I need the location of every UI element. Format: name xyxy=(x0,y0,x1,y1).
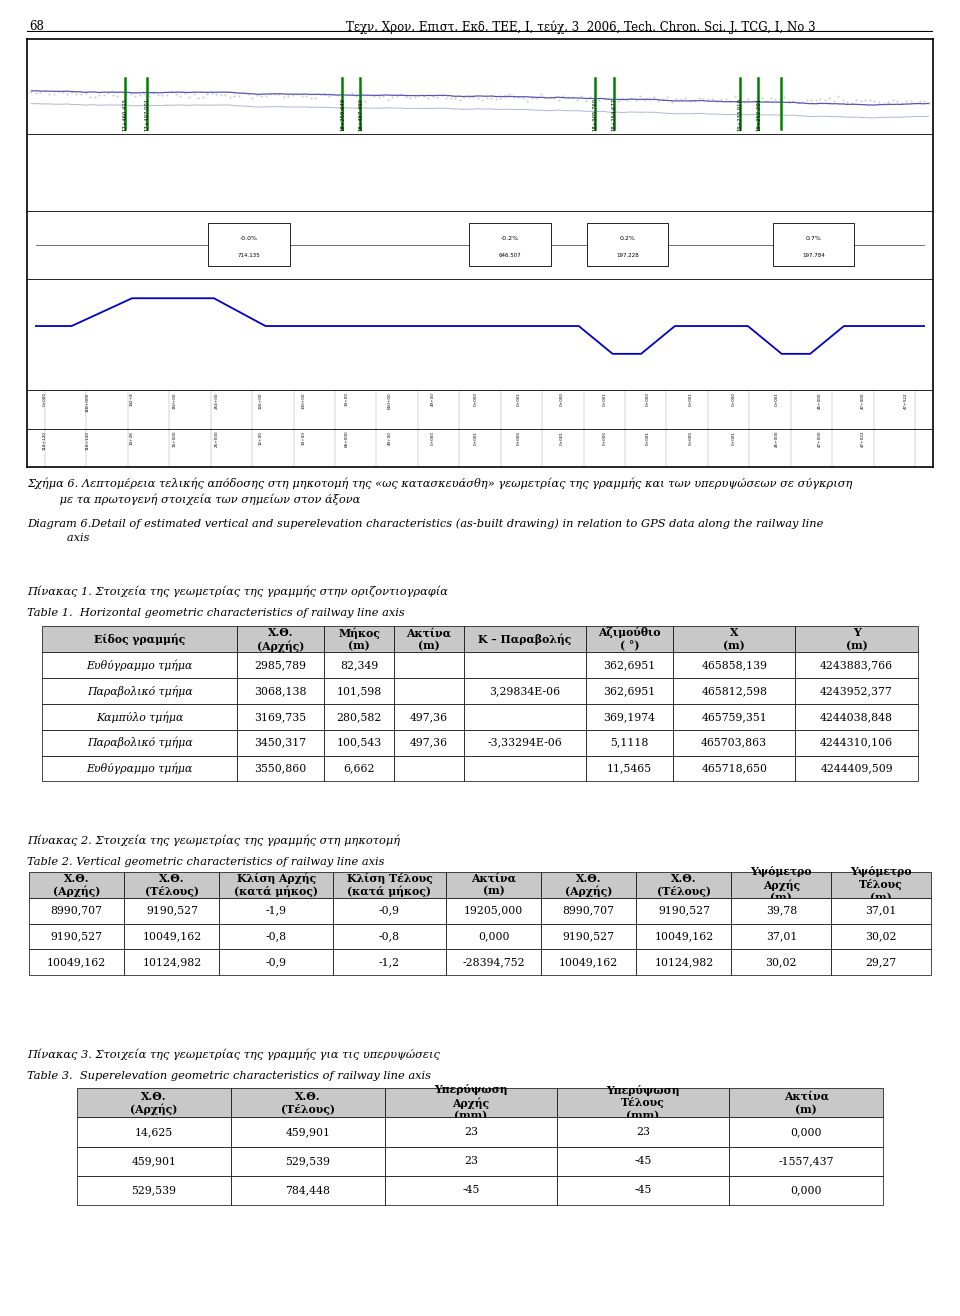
Text: 0+001: 0+001 xyxy=(560,430,564,445)
Text: 0+001: 0+001 xyxy=(603,392,607,407)
Text: 0+001: 0+001 xyxy=(516,392,520,407)
Text: 0+001: 0+001 xyxy=(646,430,650,445)
Text: Diagram 6.Detail of estimated vertical and superelevation characteristics (as-bu: Diagram 6.Detail of estimated vertical a… xyxy=(27,519,824,544)
Text: 15+000: 15+000 xyxy=(172,430,176,447)
Text: Πίνακας 3. Στοιχεία της γεωμετρίας της γραμμής για τις υπερυψώσεις: Πίνακας 3. Στοιχεία της γεωμετρίας της γ… xyxy=(27,1049,440,1061)
Text: 714.135: 714.135 xyxy=(237,253,260,258)
Text: 0+000: 0+000 xyxy=(560,392,564,407)
Text: 0+000: 0+000 xyxy=(732,392,735,407)
Text: 47+000: 47+000 xyxy=(818,430,822,447)
Text: 0+000: 0+000 xyxy=(516,430,520,445)
Text: 19+233,910: 19+233,910 xyxy=(737,99,743,132)
Text: 17+460,415: 17+460,415 xyxy=(122,99,128,132)
Text: 19+252,201: 19+252,201 xyxy=(756,99,760,132)
Bar xyxy=(208,224,290,266)
Text: 65+000: 65+000 xyxy=(345,430,348,447)
Text: 0+001: 0+001 xyxy=(688,392,693,407)
Text: Table 2. Vertical geometric characteristics of railway line axis: Table 2. Vertical geometric characterist… xyxy=(27,857,384,867)
Text: 142+8: 142+8 xyxy=(129,392,133,407)
Text: 11B+000: 11B+000 xyxy=(86,392,90,412)
Text: Πίνακας 1. Στοιχεία της γεωμετρίας της γραμμής στην οριζοντιογραφία: Πίνακας 1. Στοιχεία της γεωμετρίας της γ… xyxy=(27,586,447,597)
Text: 197.784: 197.784 xyxy=(803,253,825,258)
Text: 0+000: 0+000 xyxy=(688,430,693,445)
Text: 12+00: 12+00 xyxy=(258,430,262,445)
Text: 47+022: 47+022 xyxy=(861,430,865,447)
Text: Πίνακας 2. Στοιχεία της γεωμετρίας της γραμμής στη μηκοτομή: Πίνακας 2. Στοιχεία της γεωμετρίας της γ… xyxy=(27,834,400,846)
Text: 18+905,760: 18+905,760 xyxy=(592,99,597,132)
Text: Table 1.  Horizontal geometric characteristics of railway line axis: Table 1. Horizontal geometric characteri… xyxy=(27,608,404,619)
Text: 0+000: 0+000 xyxy=(603,430,607,445)
Text: 47+000: 47+000 xyxy=(861,392,865,409)
Text: 646.507: 646.507 xyxy=(498,253,521,258)
Text: 0+000: 0+000 xyxy=(473,392,477,407)
Text: -0.2%: -0.2% xyxy=(501,236,519,241)
Text: Σχήμα 6. Λεπτομέρεια τελικής απόδοσης στη μηκοτομή της «ως κατασκευάσθη» γεωμετρ: Σχήμα 6. Λεπτομέρεια τελικής απόδοσης στ… xyxy=(27,478,852,505)
Text: 33+00: 33+00 xyxy=(301,430,305,445)
Text: Τεχν. Χρον. Επιστ. Εκδ. ΤΕΕ, Ι, τεύχ. 3  2006, Tech. Chron. Sci. J. TCG, I, No 3: Τεχν. Χρον. Επιστ. Εκδ. ΤΕΕ, Ι, τεύχ. 3 … xyxy=(346,20,815,34)
Text: 14+28: 14+28 xyxy=(129,430,133,445)
Text: 254+00: 254+00 xyxy=(215,392,219,409)
Text: 25+500: 25+500 xyxy=(215,430,219,447)
Bar xyxy=(469,224,551,266)
Text: 0+000: 0+000 xyxy=(43,392,47,407)
Text: 126+00: 126+00 xyxy=(258,392,262,409)
Text: 0+000: 0+000 xyxy=(646,392,650,407)
Text: 130+00: 130+00 xyxy=(301,392,305,409)
Text: 45+000: 45+000 xyxy=(818,392,822,409)
Text: 0+001: 0+001 xyxy=(775,392,779,407)
Text: -0.0%: -0.0% xyxy=(240,236,258,241)
Text: 18+264,677: 18+264,677 xyxy=(612,99,616,132)
Text: 650+00: 650+00 xyxy=(388,392,392,409)
Text: 45+000: 45+000 xyxy=(775,430,779,447)
Text: 0.2%: 0.2% xyxy=(620,236,636,241)
Text: 47+022: 47+022 xyxy=(904,392,908,409)
Text: Table 3.  Superelevation geometric characteristics of railway line axis: Table 3. Superelevation geometric charac… xyxy=(27,1071,431,1082)
Text: 118+120: 118+120 xyxy=(86,430,90,450)
Text: 18+259,649: 18+259,649 xyxy=(340,99,345,132)
Text: 0+001: 0+001 xyxy=(473,430,477,445)
Text: 17+497,001: 17+497,001 xyxy=(144,99,149,132)
Text: 0.7%: 0.7% xyxy=(805,236,822,241)
Bar xyxy=(773,224,854,266)
Text: 0+001: 0+001 xyxy=(732,430,735,445)
Text: 118+120: 118+120 xyxy=(43,430,47,450)
Text: 18+467,492: 18+467,492 xyxy=(358,99,363,132)
Text: 49+00: 49+00 xyxy=(430,392,435,407)
Text: 33+00: 33+00 xyxy=(345,392,348,407)
Text: 0+000: 0+000 xyxy=(430,430,435,445)
Text: 197.228: 197.228 xyxy=(616,253,639,258)
Bar xyxy=(587,224,668,266)
Text: 68: 68 xyxy=(29,20,43,33)
Text: 49+00: 49+00 xyxy=(388,430,392,445)
Text: 150+00: 150+00 xyxy=(172,392,176,409)
